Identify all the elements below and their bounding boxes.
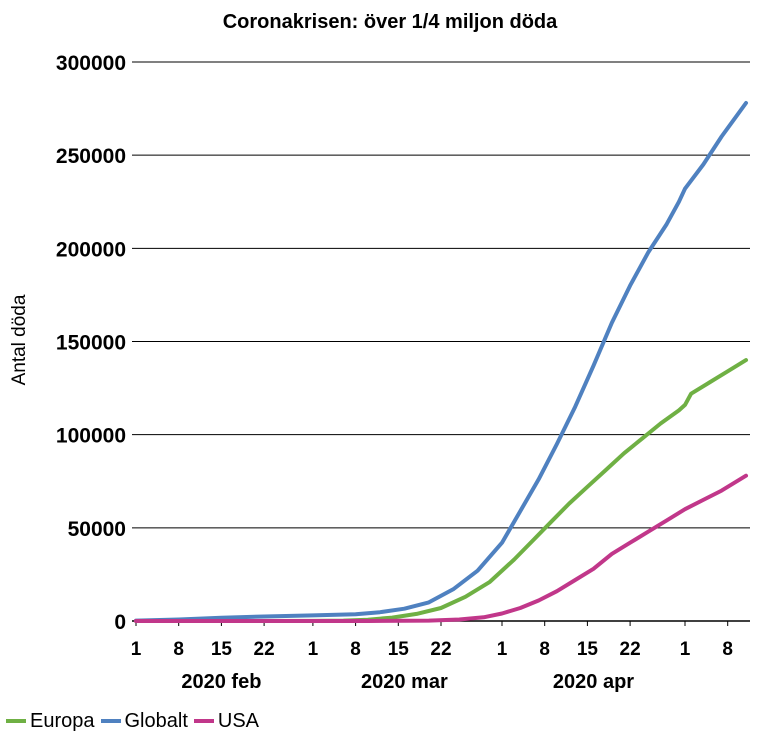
y-tick-label: 0 bbox=[114, 611, 126, 634]
x-tick-label: 22 bbox=[620, 639, 641, 660]
legend-item: Europa bbox=[6, 710, 95, 733]
x-tick-label: 22 bbox=[430, 639, 451, 660]
month-label: 2020 feb bbox=[181, 671, 261, 693]
y-axis-label: Antal döda bbox=[9, 294, 30, 385]
x-tick-label: 1 bbox=[308, 639, 319, 660]
y-tick-label: 100000 bbox=[56, 425, 126, 448]
x-tick-labels: 1 8 15 22 1 8 15 22 1 8 15 22 1 8 bbox=[131, 639, 733, 660]
legend-label: Globalt bbox=[124, 709, 188, 732]
series-lines bbox=[134, 101, 748, 623]
x-tick-label: 8 bbox=[722, 639, 733, 660]
x-tick-label: 15 bbox=[577, 639, 599, 660]
y-tick-labels: 0 50000 100000 150000 200000 250000 300000 bbox=[56, 52, 126, 634]
x-tick-label: 15 bbox=[211, 639, 233, 660]
line-chart: Coronakrisen: över 1/4 miljon döda Antal… bbox=[9, 11, 750, 693]
legend-swatch bbox=[193, 719, 214, 723]
legend-label: USA bbox=[217, 709, 259, 732]
x-tick-label: 22 bbox=[254, 639, 275, 660]
x-tick-label: 1 bbox=[497, 639, 508, 660]
y-tick-label: 300000 bbox=[56, 52, 126, 75]
series-line-europa bbox=[134, 358, 748, 623]
legend-label: Europa bbox=[30, 709, 95, 732]
y-tick-label: 150000 bbox=[56, 332, 126, 355]
legend-item: USA bbox=[193, 709, 259, 733]
series-line-globalt bbox=[134, 101, 748, 623]
legend-swatch bbox=[100, 719, 121, 723]
chart-title: Coronakrisen: över 1/4 miljon döda bbox=[223, 11, 558, 33]
legend-item: Globalt bbox=[100, 709, 188, 733]
legend: Europa Globalt USA bbox=[6, 709, 265, 733]
month-label: 2020 mar bbox=[361, 671, 448, 693]
y-tick-label: 250000 bbox=[56, 145, 126, 168]
x-tick-label: 8 bbox=[173, 639, 184, 660]
series-line-usa bbox=[134, 473, 748, 623]
x-tick-label: 8 bbox=[350, 639, 361, 660]
x-tick-label: 1 bbox=[131, 639, 142, 660]
month-label: 2020 apr bbox=[553, 671, 634, 693]
x-tick-label: 8 bbox=[539, 639, 550, 660]
legend-swatch bbox=[6, 719, 26, 723]
month-labels: 2020 feb 2020 mar 2020 apr bbox=[181, 671, 634, 693]
y-tick-label: 50000 bbox=[68, 518, 126, 541]
y-tick-label: 200000 bbox=[56, 238, 126, 261]
x-tick-label: 1 bbox=[680, 639, 691, 660]
gridlines bbox=[132, 61, 750, 529]
x-tick-label: 15 bbox=[388, 639, 410, 660]
